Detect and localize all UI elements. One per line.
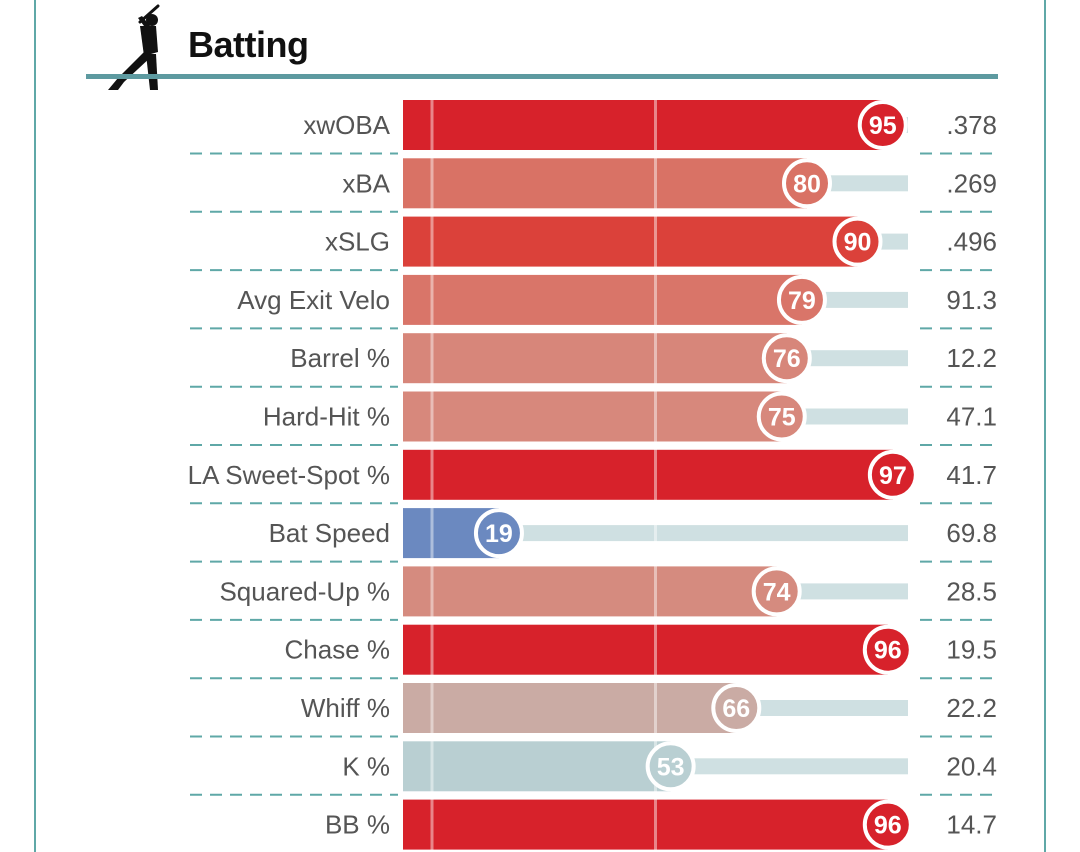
- percentile-bar: [403, 333, 787, 384]
- metric-value: 47.1: [946, 402, 997, 432]
- metric-label: Whiff %: [301, 693, 390, 723]
- percentile-bar: [403, 799, 888, 850]
- percentile-label: 75: [768, 404, 796, 432]
- percentile-badge: [782, 158, 832, 209]
- percentile-badge: [761, 333, 812, 384]
- percentile-badge: [862, 624, 913, 675]
- metric-value: 22.2: [946, 693, 997, 723]
- percentile-label: 76: [773, 345, 801, 373]
- percentile-badge: [751, 566, 802, 617]
- percentile-bar: [403, 683, 737, 733]
- metric-value: 69.8: [946, 518, 997, 548]
- percentile-bar: [403, 741, 671, 792]
- metric-value: 20.4: [946, 751, 997, 781]
- percentile-bar: [403, 216, 858, 267]
- metric-value: 91.3: [946, 285, 997, 315]
- metric-value: 14.7: [946, 810, 997, 840]
- percentile-badge: [776, 274, 827, 325]
- metric-label: Squared-Up %: [219, 576, 390, 606]
- metric-label: LA Sweet-Spot %: [188, 460, 390, 490]
- percentile-bar: [403, 624, 888, 675]
- metric-label: BB %: [325, 810, 390, 840]
- percentile-label: 66: [722, 695, 750, 723]
- percentile-label: 53: [657, 753, 685, 781]
- percentile-label: 95: [869, 112, 897, 140]
- percentile-bar: [403, 449, 893, 500]
- percentile-badge: [756, 391, 807, 442]
- percentile-label: 96: [874, 812, 902, 840]
- metric-value: 19.5: [946, 635, 997, 665]
- metric-value: 41.7: [946, 460, 997, 490]
- percentile-badge: [867, 449, 918, 500]
- section-title: Batting: [188, 24, 309, 65]
- metric-value: 12.2: [946, 343, 997, 373]
- percentile-bar: [403, 274, 802, 325]
- panel-right-border: [1044, 0, 1046, 852]
- metric-value: 28.5: [946, 576, 997, 606]
- metric-label: Hard-Hit %: [263, 402, 390, 432]
- batter-silhouette-icon: [108, 4, 160, 90]
- metric-label: K %: [342, 751, 390, 781]
- metric-label: Chase %: [285, 635, 391, 665]
- header-rule: [86, 74, 998, 79]
- percentile-label: 97: [879, 462, 907, 490]
- percentile-badge: [862, 799, 913, 850]
- percentile-label: 19: [485, 520, 513, 548]
- percentile-label: 90: [844, 229, 872, 257]
- percentile-bar: [403, 391, 782, 442]
- metric-label: xwOBA: [303, 110, 390, 140]
- percentile-bar: [403, 100, 883, 150]
- metric-label: xBA: [342, 168, 390, 198]
- percentile-label: 74: [763, 578, 791, 606]
- metric-value: .378: [946, 110, 997, 140]
- percentile-badge: [645, 741, 696, 792]
- metric-label: Bat Speed: [269, 518, 390, 548]
- metric-value: .496: [946, 227, 997, 257]
- panel-left-border: [34, 0, 36, 852]
- metric-label: xSLG: [325, 227, 390, 257]
- percentile-bar: [403, 158, 807, 209]
- percentile-bar: [403, 566, 777, 617]
- percentile-badge: [711, 683, 762, 733]
- percentile-label: 96: [874, 637, 902, 665]
- percentile-badge: [857, 100, 908, 150]
- percentile-label: 79: [788, 287, 816, 315]
- percentile-badge: [473, 508, 524, 559]
- bar-track: [403, 525, 908, 542]
- percentile-badge: [832, 216, 883, 267]
- metric-label: Avg Exit Velo: [237, 285, 390, 315]
- percentile-label: 80: [793, 170, 821, 198]
- metric-value: .269: [946, 168, 997, 198]
- metric-label: Barrel %: [290, 343, 390, 373]
